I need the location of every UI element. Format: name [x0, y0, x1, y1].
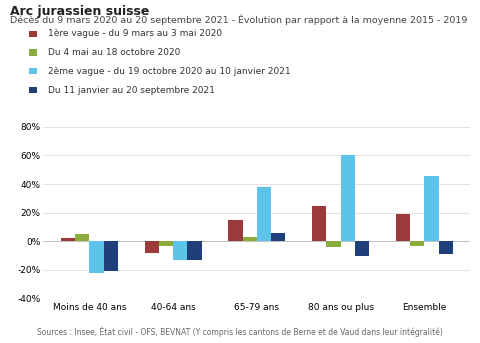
Bar [104, 241, 118, 271]
Bar [396, 214, 410, 241]
Bar [75, 234, 89, 241]
Bar [341, 155, 355, 241]
Bar [410, 241, 424, 246]
Bar [144, 241, 159, 253]
Text: Arc jurassien suisse: Arc jurassien suisse [10, 5, 149, 18]
Bar [228, 220, 242, 241]
Bar [424, 176, 439, 241]
Bar [271, 233, 285, 241]
Bar [173, 241, 187, 260]
Text: Du 11 janvier au 20 septembre 2021: Du 11 janvier au 20 septembre 2021 [48, 86, 215, 95]
Bar [439, 241, 453, 254]
Text: Sources : Insee, État civil - OFS, BEVNAT (Y compris les cantons de Berne et de : Sources : Insee, État civil - OFS, BEVNA… [37, 326, 443, 337]
Bar [61, 238, 75, 241]
Bar [159, 241, 173, 246]
Text: 2ème vague - du 19 octobre 2020 au 10 janvier 2021: 2ème vague - du 19 octobre 2020 au 10 ja… [48, 67, 290, 76]
Bar [242, 237, 257, 241]
Text: 1ère vague - du 9 mars au 3 mai 2020: 1ère vague - du 9 mars au 3 mai 2020 [48, 29, 222, 38]
Bar [257, 187, 271, 241]
Bar [89, 241, 104, 273]
Bar [326, 241, 341, 247]
Text: Du 4 mai au 18 octobre 2020: Du 4 mai au 18 octobre 2020 [48, 48, 180, 57]
Bar [312, 205, 326, 241]
Bar [187, 241, 202, 260]
Text: Décès du 9 mars 2020 au 20 septembre 2021 - Évolution par rapport à la moyenne 2: Décès du 9 mars 2020 au 20 septembre 202… [10, 14, 467, 25]
Bar [355, 241, 369, 256]
